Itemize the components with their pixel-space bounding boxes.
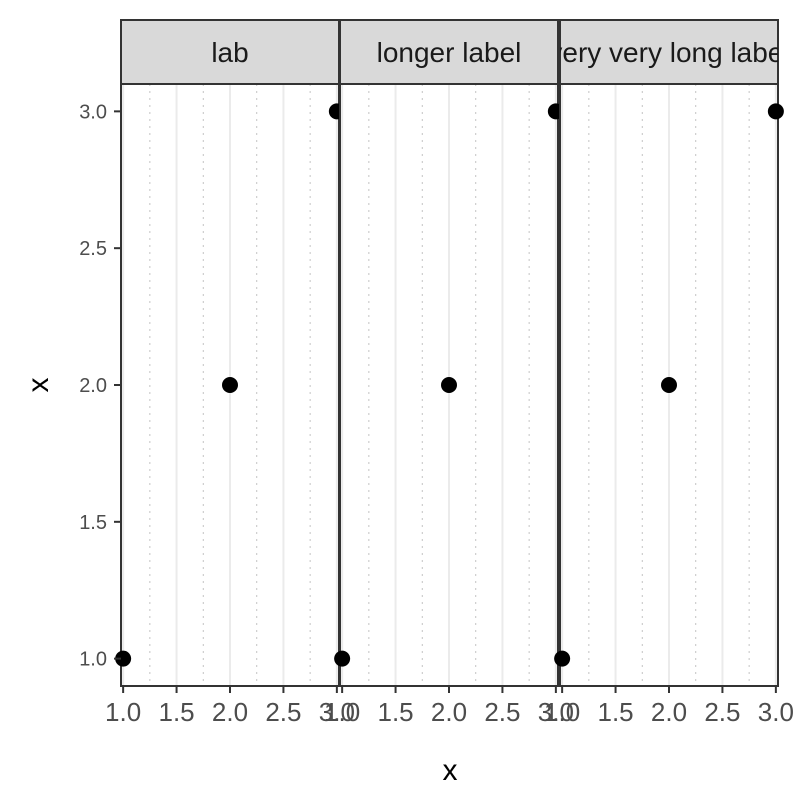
y-tick-label: 2.0 xyxy=(79,375,107,397)
data-point xyxy=(115,650,132,667)
x-tick-label: 1.0 xyxy=(105,697,141,727)
y-axis-title: x xyxy=(22,378,55,393)
data-point xyxy=(767,103,784,120)
y-tick-label: 3.0 xyxy=(79,101,107,123)
x-tick-label: 1.5 xyxy=(377,697,413,727)
x-tick-label: 3.0 xyxy=(319,697,355,727)
y-tick-label: 1.0 xyxy=(79,649,107,671)
x-tick-label: 1.0 xyxy=(544,697,580,727)
facet-panel: longer label 1.0 1.5 2.0 2.5 3.0 xyxy=(324,19,574,727)
data-point xyxy=(661,377,677,393)
x-tick-label: 2.0 xyxy=(212,697,248,727)
facet-label: longer label xyxy=(377,37,522,68)
x-tick-label: 1.5 xyxy=(597,697,633,727)
x-tick-label: 2.5 xyxy=(704,697,740,727)
x-tick-label: 3.0 xyxy=(758,697,794,727)
facet-strip xyxy=(120,19,340,85)
data-point xyxy=(554,650,571,667)
facet-label: lab xyxy=(211,37,248,68)
x-tick-label: 2.0 xyxy=(431,697,467,727)
x-tick-label: 3.0 xyxy=(538,697,574,727)
data-point xyxy=(222,377,238,393)
facet-panel: very very long label 1.0 1.5 2.0 2.5 3.0 xyxy=(544,19,794,727)
x-tick-label: 2.0 xyxy=(651,697,687,727)
y-tick-label: 2.5 xyxy=(79,238,107,260)
facet-label: very very long label xyxy=(548,37,789,68)
x-tick-label: 2.5 xyxy=(484,697,520,727)
x-tick-label: 1.0 xyxy=(324,697,360,727)
x-tick-label: 1.5 xyxy=(158,697,194,727)
facet-strip xyxy=(559,19,779,85)
data-point xyxy=(334,650,351,667)
x-axis-title: x xyxy=(443,754,458,787)
data-point xyxy=(441,377,457,393)
x-tick-label: 2.5 xyxy=(265,697,301,727)
facet-panel: lab 1.0 1.5 2.0 2.5 3.0 xyxy=(105,19,355,727)
y-tick-label: 1.5 xyxy=(79,512,107,534)
y-axis: 1.0 1.5 2.0 2.5 3.0 xyxy=(79,101,121,671)
